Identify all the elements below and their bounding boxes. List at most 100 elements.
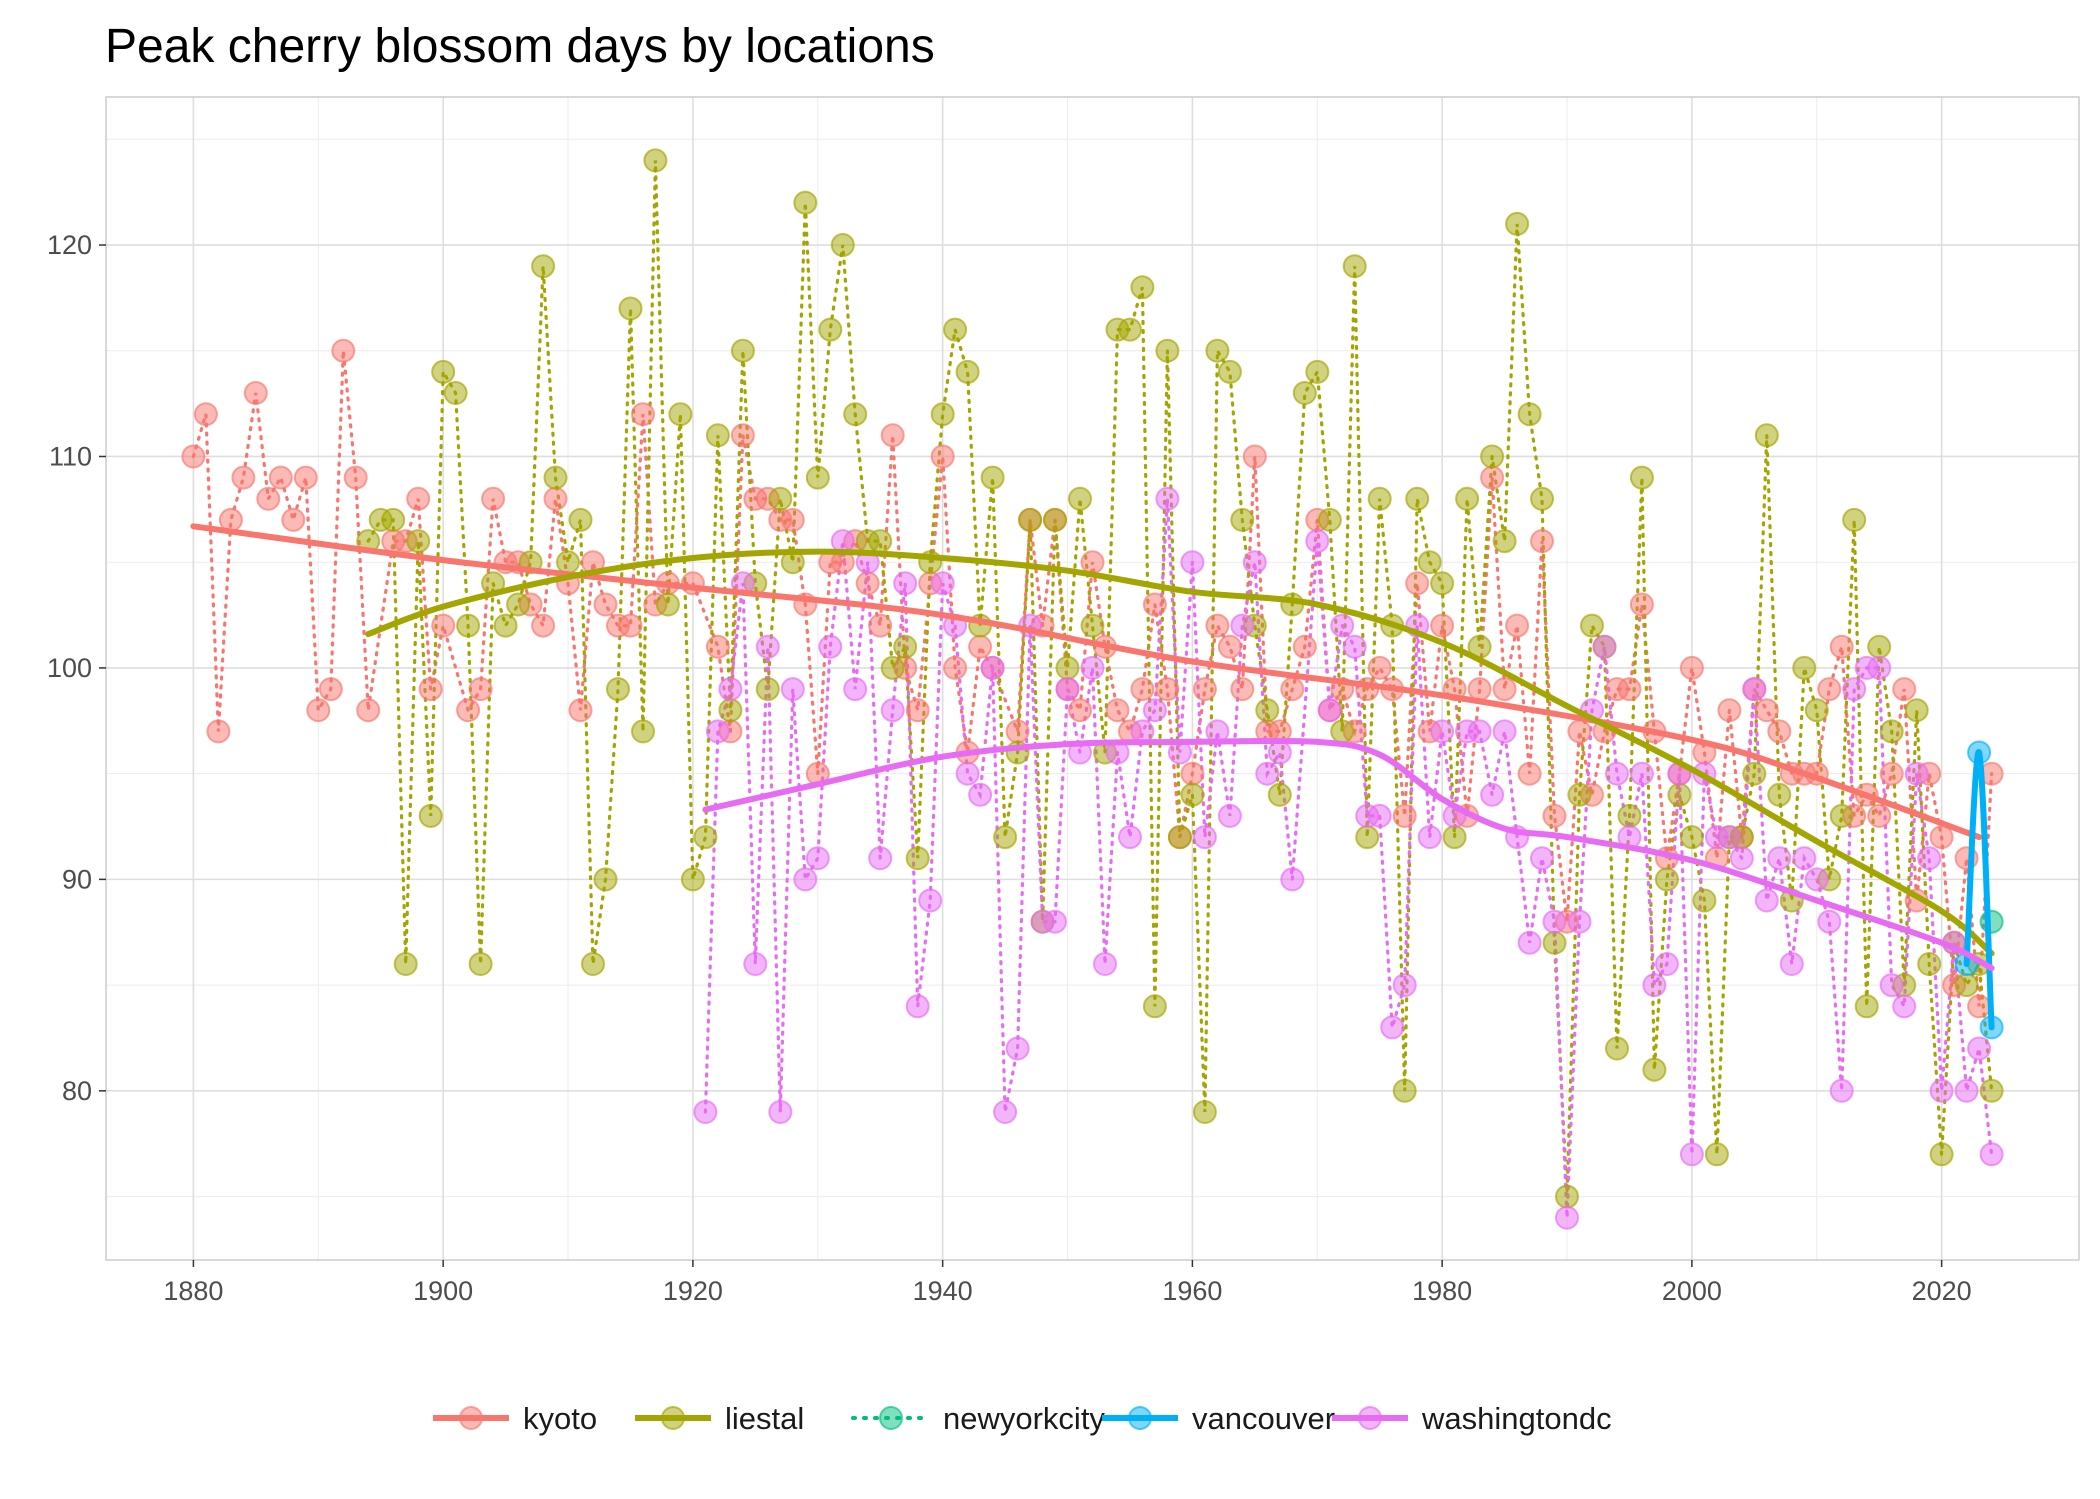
x-tick-label: 1980 [1412, 1276, 1472, 1306]
point-liestal [1979, 1078, 2004, 1103]
point-liestal [1142, 994, 1167, 1019]
point-liestal [955, 359, 980, 384]
point-liestal [880, 655, 905, 680]
point-washingtondc [930, 571, 955, 596]
point-kyoto [1230, 677, 1255, 702]
point-washingtondc [1417, 825, 1442, 850]
point-liestal [1480, 444, 1505, 469]
point-liestal [1055, 655, 1080, 680]
point-washingtondc [880, 698, 905, 723]
point-washingtondc [1717, 825, 1742, 850]
trend-line-washingtondc [702, 737, 1995, 972]
plot-border [105, 96, 2080, 1261]
point-liestal [493, 613, 518, 638]
point-kyoto [1142, 592, 1167, 617]
x-tick-label: 2020 [1912, 1276, 1972, 1306]
x-tick-label: 1960 [1162, 1276, 1222, 1306]
point-washingtondc [1542, 909, 1567, 934]
point-liestal [1342, 254, 1367, 279]
point-liestal [1192, 1100, 1217, 1124]
point-liestal [1692, 888, 1717, 913]
x-tick-label: 1920 [663, 1276, 723, 1306]
point-kyoto [780, 507, 805, 532]
point-liestal [1767, 782, 1792, 807]
point-liestal [581, 952, 605, 976]
point-liestal [1367, 486, 1392, 511]
point-washingtondc [1967, 1036, 1992, 1061]
point-liestal [618, 296, 643, 321]
point-kyoto [1567, 719, 1592, 744]
point-washingtondc [1979, 1142, 2004, 1167]
point-liestal [718, 698, 743, 723]
point-kyoto [1879, 761, 1904, 786]
point-liestal [1754, 423, 1779, 448]
point-liestal [843, 402, 868, 427]
point-liestal [730, 338, 755, 363]
point-kyoto [1068, 698, 1092, 723]
point-liestal [631, 719, 655, 744]
point-kyoto [531, 613, 556, 638]
point-liestal [1255, 698, 1280, 723]
point-kyoto [1829, 634, 1854, 659]
point-liestal [456, 613, 481, 638]
point-kyoto [1967, 994, 1992, 1019]
legend-key-point [1128, 1406, 1152, 1430]
point-liestal [1330, 719, 1355, 744]
point-liestal [1854, 994, 1879, 1019]
point-liestal [1929, 1142, 1954, 1167]
point-liestal [1629, 465, 1654, 490]
point-washingtondc [1255, 761, 1280, 786]
point-kyoto [1430, 613, 1455, 638]
point-kyoto [1192, 677, 1217, 702]
point-washingtondc [1342, 634, 1367, 659]
point-washingtondc [1729, 846, 1754, 871]
point-liestal [1080, 613, 1105, 638]
point-liestal [980, 465, 1005, 490]
point-washingtondc [1317, 698, 1342, 723]
y-tick-label: 110 [49, 441, 92, 471]
point-kyoto [1754, 698, 1779, 723]
point-liestal [1118, 317, 1142, 342]
point-washingtondc [1080, 655, 1105, 680]
point-washingtondc [1954, 1078, 1979, 1103]
point-kyoto [1929, 825, 1954, 850]
point-liestal [1167, 825, 1192, 850]
point-liestal [1205, 338, 1230, 363]
point-washingtondc [1142, 698, 1167, 723]
series-connector-kyoto [191, 350, 1994, 1007]
point-liestal [830, 233, 855, 257]
point-liestal [1642, 1057, 1667, 1082]
point-washingtondc [1055, 677, 1080, 702]
point-kyoto [318, 677, 343, 702]
point-liestal [1155, 338, 1180, 363]
point-kyoto [1617, 677, 1642, 702]
point-liestal [1679, 825, 1704, 850]
point-kyoto [1280, 677, 1305, 702]
point-kyoto [231, 465, 256, 490]
point-liestal [443, 381, 468, 405]
point-washingtondc [1267, 740, 1292, 765]
point-kyoto [1217, 634, 1242, 659]
point-kyoto [1892, 677, 1917, 702]
point-washingtondc [1467, 719, 1492, 744]
point-kyoto [331, 338, 356, 363]
point-liestal [893, 634, 918, 659]
point-liestal [1180, 782, 1205, 807]
point-washingtondc [1904, 761, 1929, 786]
point-liestal [1317, 507, 1342, 532]
point-washingtondc [1230, 613, 1255, 638]
point-kyoto [206, 719, 231, 744]
point-liestal [568, 507, 593, 532]
point-liestal [1455, 486, 1480, 511]
point-washingtondc [1917, 846, 1942, 871]
x-tick-label: 1880 [163, 1276, 223, 1306]
point-liestal [1867, 634, 1892, 659]
point-kyoto [1492, 677, 1517, 702]
point-kyoto [468, 677, 493, 702]
legend-key-point [879, 1406, 903, 1430]
point-washingtondc [1842, 677, 1867, 702]
legend-key-point [1358, 1406, 1382, 1430]
point-washingtondc [1879, 973, 1904, 998]
point-kyoto [943, 655, 968, 680]
